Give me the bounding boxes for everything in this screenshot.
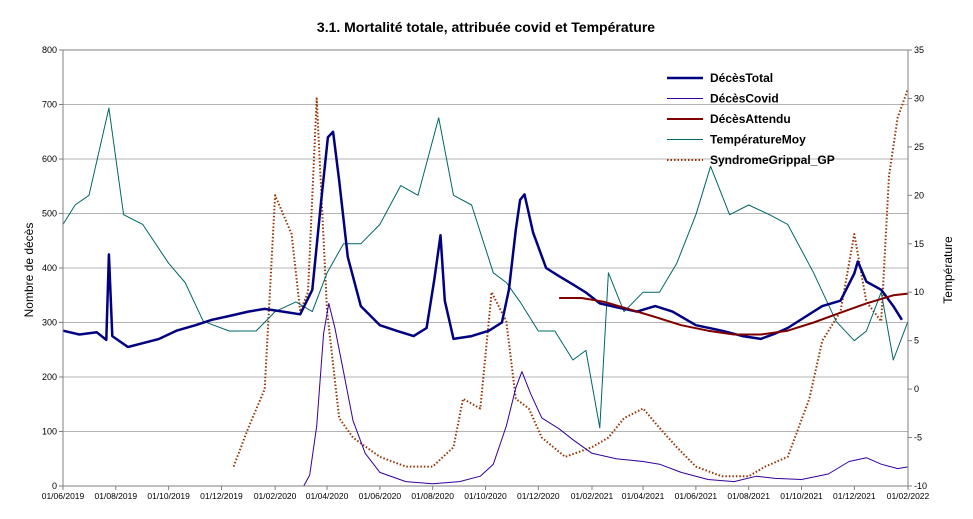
series-group [62, 88, 909, 487]
x-tick-label: 01/08/2021 [727, 491, 770, 501]
x-tick-label: 01/10/2020 [464, 491, 507, 501]
x-tick-label: 01/12/2021 [833, 491, 876, 501]
y2-axis-label: Température [941, 236, 955, 304]
x-tick-label: 01/02/2020 [254, 491, 297, 501]
x-tick-label: 01/08/2019 [95, 491, 138, 501]
series-line-d-c-stotal [62, 130, 903, 349]
y-right-axis: -10 -5 0 5 10 15 20 25 30 35 [908, 45, 927, 491]
x-axis: 01/06/2019 01/08/2019 01/10/2019 01/12/2019… [42, 486, 930, 501]
x-tick-label: 01/08/2020 [411, 491, 454, 501]
x-tick-label: 01/02/2021 [571, 491, 614, 501]
y2-tick-label: -10 [914, 481, 927, 491]
x-tick-label: 01/12/2019 [200, 491, 243, 501]
x-tick-label: 01/12/2020 [517, 491, 560, 501]
x-tick-label: 01/10/2021 [780, 491, 823, 501]
y2-tick-label: 15 [914, 239, 924, 249]
y2-tick-label: -5 [914, 433, 922, 443]
legend-label: DécèsCovid [710, 92, 779, 106]
x-tick-label: 01/04/2021 [622, 491, 665, 501]
y-tick-label: 400 [42, 263, 57, 273]
series-line-d-c-sattendu [559, 292, 909, 336]
x-tick-label: 01/04/2020 [306, 491, 349, 501]
x-tick-label: 01/06/2020 [359, 491, 402, 501]
y-tick-label: 100 [42, 427, 57, 437]
series-line-syndromegrippal-gp [232, 88, 909, 478]
x-tick-label: 01/06/2021 [675, 491, 718, 501]
y2-tick-label: 10 [914, 287, 924, 297]
y2-tick-label: 20 [914, 190, 924, 200]
y2-tick-label: 35 [914, 45, 924, 55]
y2-tick-label: 0 [914, 384, 919, 394]
legend-label: SyndromeGrippal_GP [710, 153, 835, 167]
y-axis-label: Nombre de décès [22, 223, 36, 318]
legend-label: TempératureMoy [710, 133, 806, 147]
series-line-temp-raturemoy [62, 107, 909, 429]
y2-tick-label: 5 [914, 336, 919, 346]
x-tick-label: 01/06/2019 [42, 491, 85, 501]
legend: DécèsTotal DécèsCovid DécèsAttendu Températ… [667, 71, 835, 167]
y-tick-label: 0 [52, 481, 57, 491]
x-tick-label: 01/02/2022 [887, 491, 930, 501]
y-tick-label: 600 [42, 154, 57, 164]
y2-tick-label: 25 [914, 142, 924, 152]
chart-title: 3.1. Mortalité totale, attribuée covid e… [317, 19, 655, 35]
series-line-d-c-scovid [303, 302, 909, 487]
legend-label: DécèsAttendu [710, 112, 791, 126]
legend-label: DécèsTotal [710, 71, 773, 85]
y-tick-label: 300 [42, 318, 57, 328]
y-tick-label: 500 [42, 209, 57, 219]
y-left-axis: 0 100 200 300 400 500 600 700 800 [42, 45, 63, 491]
y-tick-label: 800 [42, 45, 57, 55]
y-tick-label: 200 [42, 372, 57, 382]
x-tick-label: 01/10/2019 [147, 491, 190, 501]
y-tick-label: 700 [42, 100, 57, 110]
y2-tick-label: 30 [914, 93, 924, 103]
